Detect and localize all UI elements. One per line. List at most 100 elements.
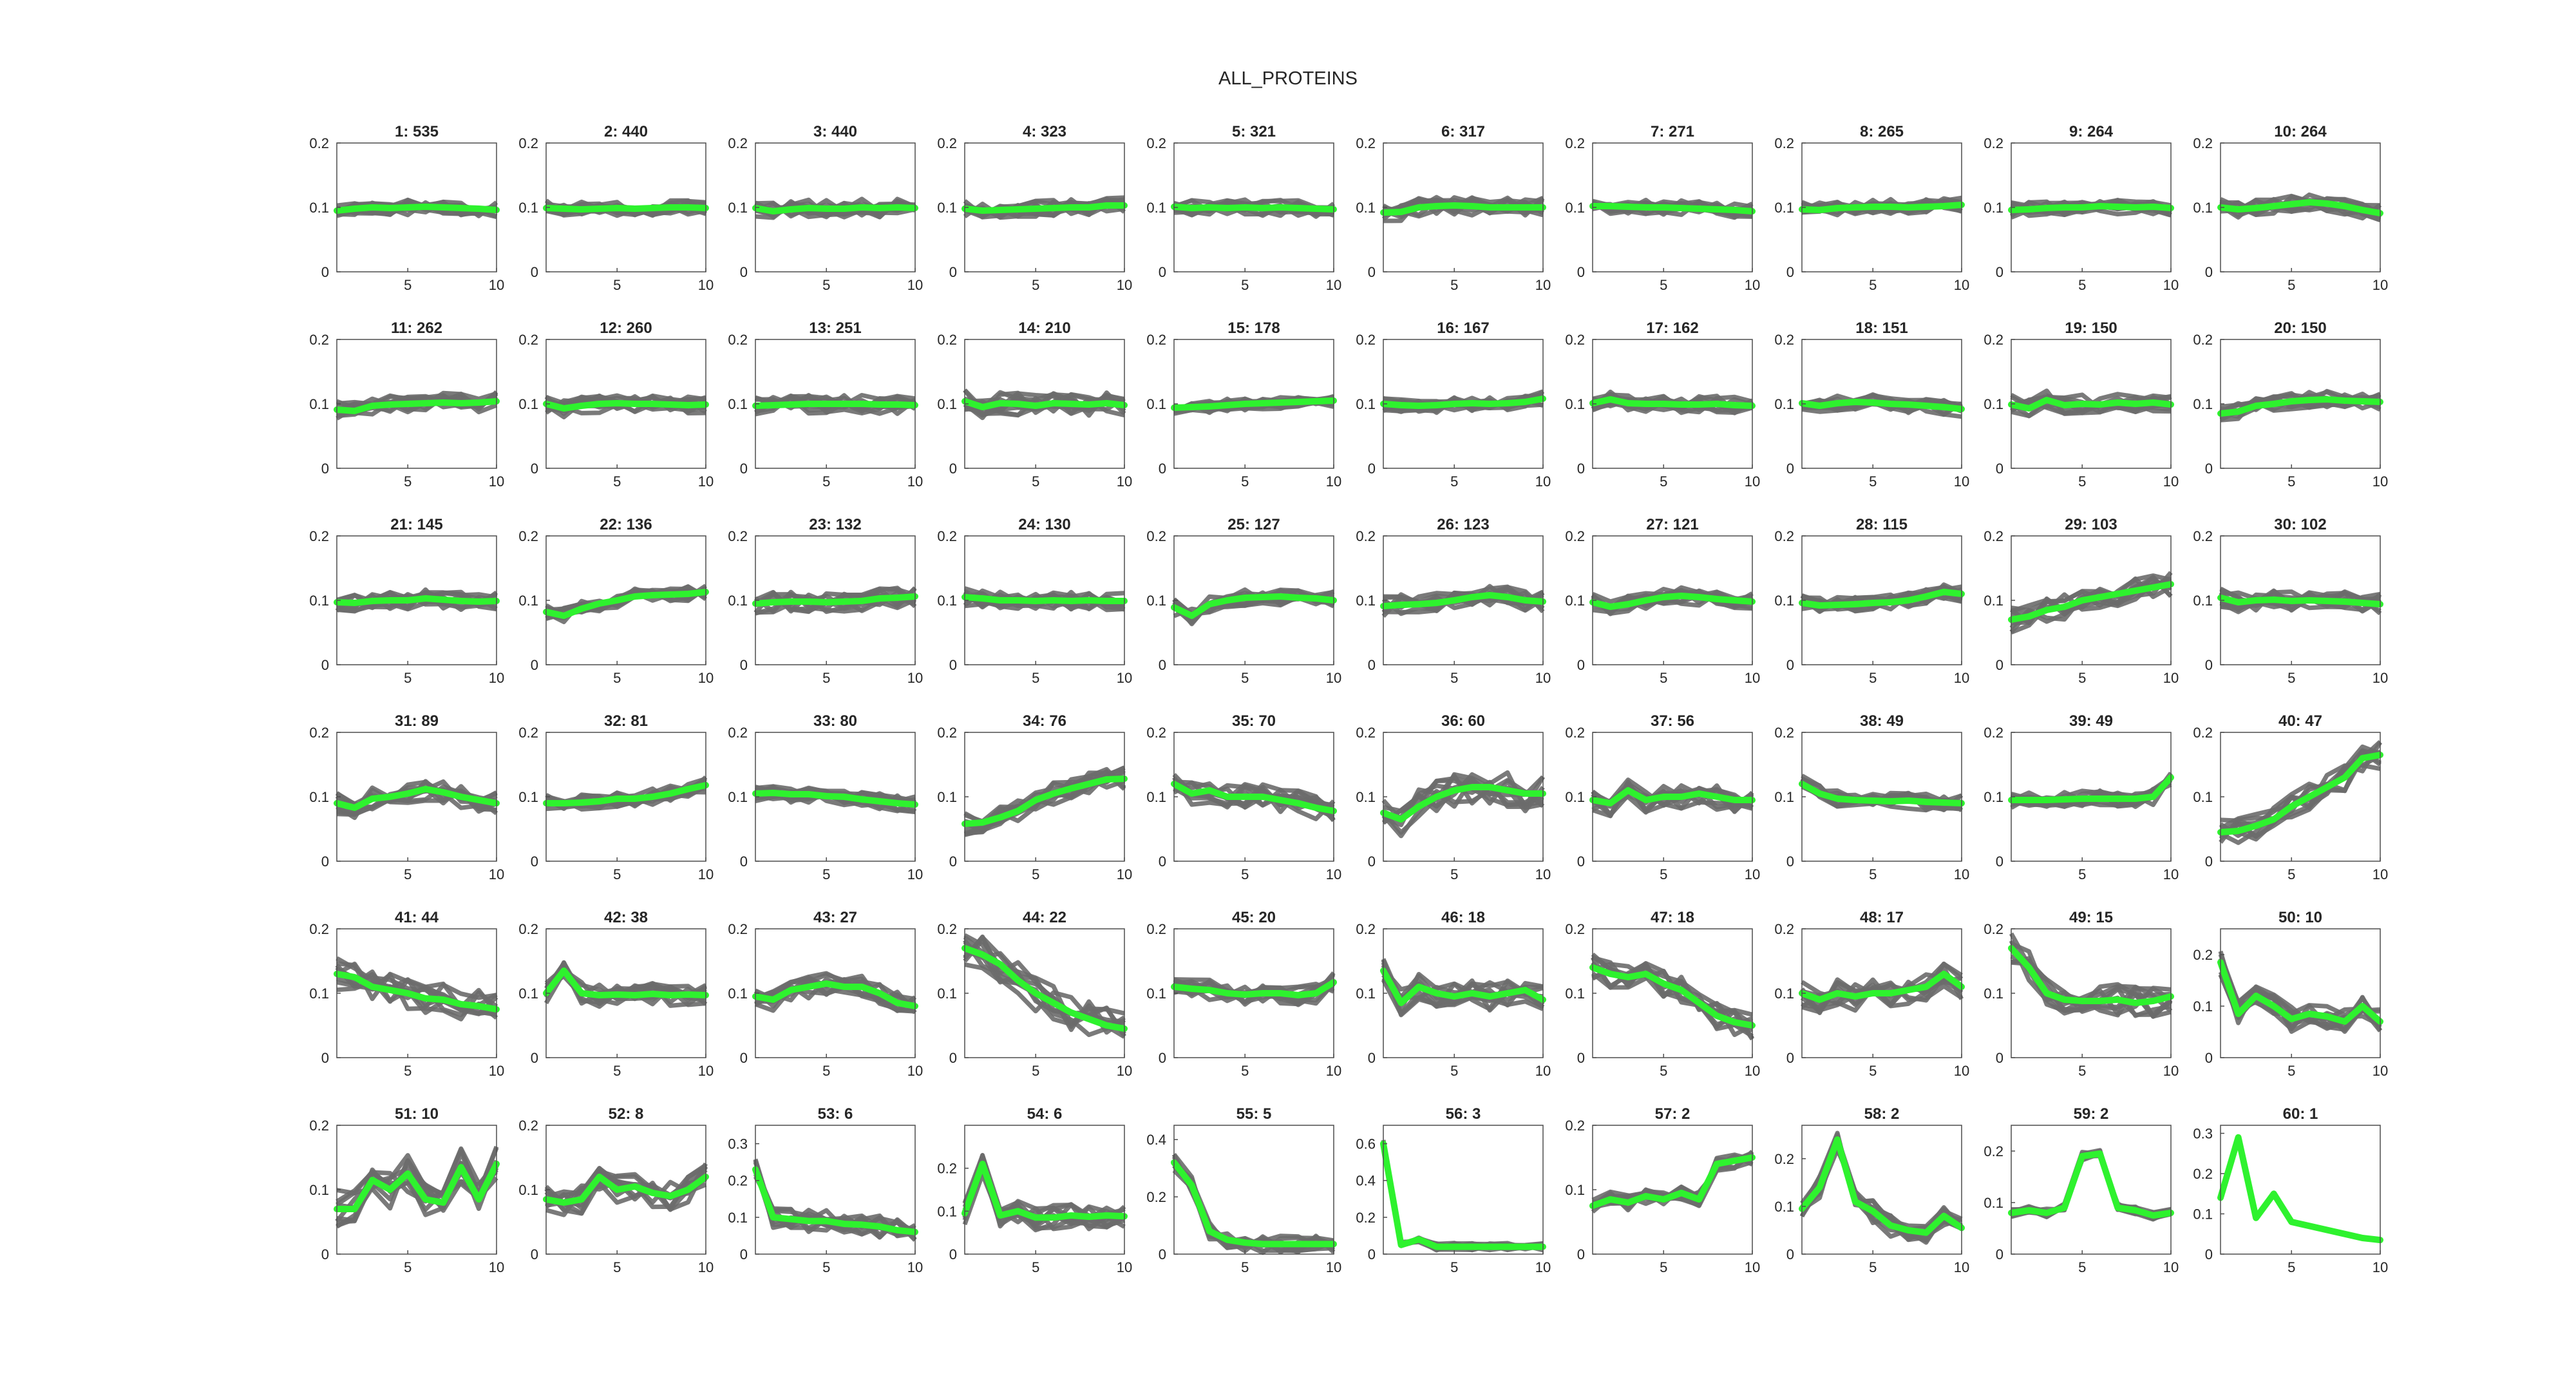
x-tick-label: 5: [2078, 866, 2086, 882]
y-tick-label: 0.2: [1984, 921, 2003, 937]
panel-title: 7: 271: [1651, 123, 1694, 140]
panel: 21: 145 0 0.1 0.2 5 10: [309, 516, 504, 686]
panel-title: 46: 18: [1441, 909, 1485, 926]
centroid-line: [2217, 752, 2383, 835]
axes-frame: [1173, 1125, 1334, 1255]
y-tick-label: 0: [740, 1246, 748, 1262]
y-tick-label: 0: [1159, 264, 1166, 280]
centroid-line: [334, 971, 500, 1013]
y-tick-label: 0.1: [1984, 986, 2003, 1002]
panel-title: 26: 123: [1437, 516, 1489, 533]
centroid-line: [1380, 784, 1546, 823]
x-tick-label: 5: [1241, 670, 1249, 686]
panel-title: 23: 132: [809, 516, 861, 533]
x-tick-label: 10: [1745, 670, 1760, 686]
panel: 8: 265 0 0.1 0.2 5 10: [1774, 123, 1969, 293]
panel: 20: 150 0 0.1 0.2 5 10: [2193, 319, 2388, 490]
panel-title: 14: 210: [1018, 319, 1070, 337]
y-tick-label: 0.2: [1565, 921, 1585, 937]
panel: 35: 70 0 0.1 0.2 5 10: [1146, 712, 1341, 882]
y-tick-label: 0: [1577, 657, 1585, 673]
y-tick-label: 0: [740, 264, 748, 280]
panel-title: 6: 317: [1441, 123, 1485, 140]
y-tick-label: 0.2: [2193, 1166, 2213, 1182]
centroid-line: [1380, 395, 1546, 409]
y-tick-label: 0: [1996, 1246, 2003, 1262]
x-tick-label: 10: [1954, 866, 1969, 882]
panel-title: 17: 162: [1646, 319, 1698, 337]
panel-title: 18: 151: [1855, 319, 1908, 337]
centroid-line: [543, 782, 709, 806]
x-tick-label: 10: [489, 473, 504, 490]
y-tick-label: 0.2: [1146, 528, 1166, 544]
x-tick-label: 10: [1535, 473, 1551, 490]
member-line: [1381, 1145, 1544, 1252]
panel: 6: 317 0 0.1 0.2 5 10: [1356, 123, 1551, 293]
y-tick-label: 0.1: [309, 200, 329, 216]
panel: 26: 123 0 0.1 0.2 5 10: [1356, 516, 1551, 686]
member-line: [1173, 780, 1336, 822]
panel: 12: 260 0 0.1 0.2 5 10: [518, 319, 714, 490]
y-tick-label: 0.1: [2193, 593, 2213, 609]
y-tick-label: 0.2: [937, 921, 957, 937]
panel-title: 34: 76: [1023, 712, 1066, 730]
panel-title: 39: 49: [2069, 712, 2113, 730]
y-tick-label: 0: [1368, 264, 1376, 280]
panel-title: 33: 80: [813, 712, 857, 730]
x-tick-label: 10: [2372, 473, 2388, 490]
x-tick-label: 5: [1032, 277, 1039, 293]
y-tick-label: 0: [740, 1050, 748, 1066]
x-tick-label: 5: [613, 866, 621, 882]
y-tick-label: 0.1: [2193, 1206, 2213, 1223]
panel: 17: 162 0 0.1 0.2 5 10: [1565, 319, 1760, 490]
y-tick-label: 0.1: [1984, 200, 2003, 216]
panel: 29: 103 0 0.1 0.2 5 10: [1984, 516, 2179, 686]
y-tick-label: 0.1: [1356, 789, 1376, 805]
centroid-line: [752, 1166, 918, 1235]
x-tick-label: 5: [1450, 1259, 1458, 1275]
y-tick-label: 0.1: [518, 789, 538, 805]
panel: 9: 264 0 0.1 0.2 5 10: [1984, 123, 2179, 293]
x-tick-label: 5: [1450, 866, 1458, 882]
x-tick-label: 5: [1450, 473, 1458, 490]
panel: 32: 81 0 0.1 0.2 5 10: [518, 712, 714, 882]
y-tick-label: 0.2: [1565, 332, 1585, 348]
member-line: [336, 591, 497, 613]
y-tick-label: 0: [321, 657, 329, 673]
x-tick-label: 10: [1745, 473, 1760, 490]
x-tick-label: 10: [1326, 670, 1341, 686]
y-tick-label: 0.1: [518, 396, 538, 412]
panel: 14: 210 0 0.1 0.2 5 10: [937, 319, 1132, 490]
y-tick-label: 0.2: [518, 528, 538, 544]
panel: 44: 22 0 0.1 0.2 5 10: [937, 909, 1132, 1079]
x-tick-label: 5: [1660, 1259, 1667, 1275]
y-tick-label: 0.2: [937, 528, 957, 544]
panel-title: 9: 264: [2069, 123, 2114, 140]
x-tick-label: 10: [1326, 1063, 1341, 1079]
x-tick-label: 5: [1450, 277, 1458, 293]
centroid-line: [1799, 589, 1965, 609]
panel-title: 60: 1: [2283, 1105, 2318, 1123]
centroid-line: [961, 594, 1128, 604]
y-tick-label: 0.1: [1356, 986, 1376, 1002]
figure-title: ALL_PROTEINS: [1218, 68, 1358, 89]
x-tick-label: 5: [2287, 473, 2295, 490]
x-tick-label: 10: [1954, 1259, 1969, 1275]
panel-title: 28: 115: [1856, 516, 1908, 533]
y-tick-label: 0.2: [1984, 332, 2003, 348]
centroid-line: [1171, 397, 1337, 411]
y-tick-label: 0.2: [2193, 947, 2213, 963]
x-tick-label: 10: [907, 866, 923, 882]
y-tick-label: 0: [949, 853, 957, 870]
member-line: [2011, 576, 2173, 613]
x-tick-label: 5: [1241, 1063, 1249, 1079]
centroid-line: [1380, 202, 1546, 216]
y-tick-label: 0: [1577, 853, 1585, 870]
y-tick-label: 0.1: [1774, 986, 1794, 1002]
panel: 60: 1 0 0.1 0.2 0.3 5 10: [2193, 1105, 2388, 1275]
centroid-line: [543, 1174, 709, 1206]
centroid-line: [1171, 593, 1337, 619]
y-tick-label: 0.2: [1565, 725, 1585, 741]
y-tick-label: 0: [531, 657, 538, 673]
centroid-line: [1171, 204, 1337, 213]
